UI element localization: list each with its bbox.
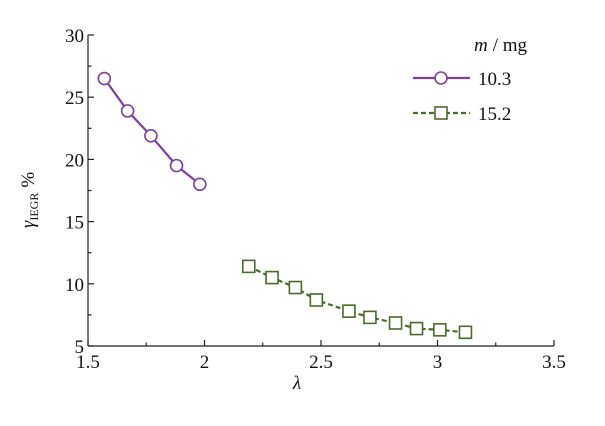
marker: [409, 321, 424, 336]
marker: [458, 325, 473, 340]
legend-marker: [434, 106, 448, 120]
legend-title-symbol: m: [474, 35, 488, 56]
y-axis-symbol: γ: [18, 220, 39, 228]
marker: [265, 270, 279, 285]
y-tick-label: 20: [65, 150, 84, 171]
marker: [144, 128, 158, 143]
marker: [120, 104, 135, 118]
x-tick-label: 2: [200, 352, 210, 373]
marker: [241, 259, 256, 274]
y-axis-subscript: IEGR: [27, 193, 41, 221]
legend-label: 15.2: [478, 104, 511, 125]
x-axis-label: λ: [292, 373, 301, 394]
y-tick-label: 15: [65, 213, 84, 234]
y-tick-label: 5: [75, 337, 85, 358]
x-tick-label: 3.5: [542, 352, 566, 373]
marker: [97, 71, 112, 86]
y-tick-label: 30: [65, 26, 84, 47]
series-line: [248, 265, 466, 334]
y-tick-label: 25: [65, 88, 84, 109]
y-tick-label: 10: [65, 275, 84, 296]
x-tick-label: 3: [433, 352, 443, 373]
marker: [388, 316, 403, 330]
x-tick-label: 2.5: [309, 352, 333, 373]
marker: [193, 177, 207, 192]
marker: [309, 293, 324, 307]
marker: [169, 158, 184, 173]
x-tick-label: 1.5: [76, 352, 100, 373]
marker: [288, 280, 303, 295]
legend-marker: [434, 71, 448, 85]
marker: [342, 304, 356, 318]
marker: [433, 323, 447, 337]
legend-title: m / mg: [474, 35, 528, 56]
legend-label: 10.3: [478, 69, 511, 90]
y-axis-label: γIEGR%: [18, 172, 41, 229]
marker: [363, 310, 377, 325]
legend-title-unit: / mg: [493, 35, 528, 56]
y-axis-unit: %: [18, 172, 39, 188]
